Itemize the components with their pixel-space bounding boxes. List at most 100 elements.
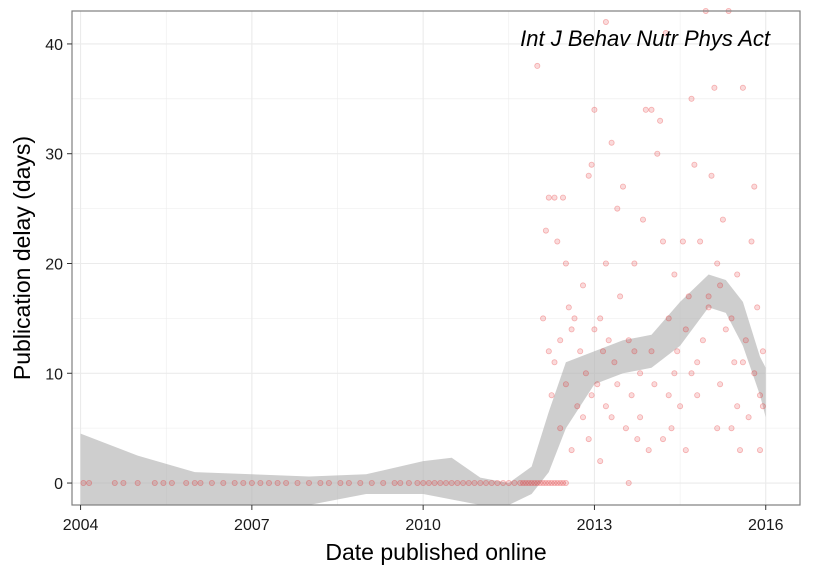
data-point xyxy=(640,216,647,223)
data-point xyxy=(120,479,127,486)
data-point xyxy=(602,18,609,25)
data-point xyxy=(657,117,664,124)
data-point xyxy=(631,260,638,267)
data-point xyxy=(671,271,678,278)
data-point xyxy=(528,479,535,486)
data-point xyxy=(688,370,695,377)
data-point xyxy=(545,479,552,486)
data-point xyxy=(660,238,667,245)
data-point xyxy=(694,392,701,399)
data-point xyxy=(694,359,701,366)
data-point xyxy=(545,348,552,355)
data-point xyxy=(734,403,741,410)
data-point xyxy=(220,479,227,486)
data-point xyxy=(662,29,669,36)
x-axis-ticks: 2004 2007 2010 2013 2016 xyxy=(63,505,784,534)
data-point xyxy=(719,216,726,223)
data-point xyxy=(614,381,621,388)
data-point xyxy=(557,425,564,432)
data-point xyxy=(757,392,764,399)
data-point xyxy=(283,479,290,486)
data-point xyxy=(534,62,541,69)
data-point xyxy=(551,194,558,201)
data-point xyxy=(602,260,609,267)
data-point xyxy=(608,139,615,146)
data-point xyxy=(420,479,427,486)
data-point xyxy=(183,479,190,486)
data-point xyxy=(759,403,766,410)
data-point xyxy=(585,436,592,443)
data-point xyxy=(731,359,738,366)
data-point xyxy=(642,106,649,113)
data-point xyxy=(705,293,712,300)
data-point xyxy=(477,479,484,486)
data-point xyxy=(679,238,686,245)
journal-annotation: Int J Behav Nutr Phys Act xyxy=(520,26,771,51)
data-point xyxy=(742,337,749,344)
data-point xyxy=(511,479,518,486)
data-points xyxy=(80,7,766,486)
data-point xyxy=(522,479,529,486)
data-point xyxy=(620,183,627,190)
data-point xyxy=(565,304,572,311)
data-point xyxy=(86,479,93,486)
data-point xyxy=(557,337,564,344)
data-point xyxy=(588,161,595,168)
data-point xyxy=(717,381,724,388)
data-point xyxy=(488,479,495,486)
smooth-confidence-band xyxy=(80,274,766,505)
data-point xyxy=(548,479,555,486)
data-point xyxy=(345,479,352,486)
data-point xyxy=(717,282,724,289)
data-point xyxy=(597,458,604,465)
data-point xyxy=(554,238,561,245)
data-point xyxy=(562,260,569,267)
data-point xyxy=(665,392,672,399)
data-point xyxy=(111,479,118,486)
data-point xyxy=(637,414,644,421)
plot-border xyxy=(71,10,801,506)
y-tick-label: 40 xyxy=(45,37,63,54)
data-point xyxy=(442,479,449,486)
data-point xyxy=(197,479,204,486)
y-tick-label: 20 xyxy=(45,256,63,273)
data-point xyxy=(562,381,569,388)
data-point xyxy=(688,95,695,102)
data-point xyxy=(560,194,567,201)
data-point xyxy=(505,479,512,486)
data-point xyxy=(617,293,624,300)
data-point xyxy=(325,479,332,486)
data-point xyxy=(437,479,444,486)
data-point xyxy=(739,84,746,91)
data-point xyxy=(645,447,652,454)
data-point xyxy=(337,479,344,486)
data-point xyxy=(551,479,558,486)
data-point xyxy=(471,479,478,486)
data-point xyxy=(722,326,729,333)
data-point xyxy=(305,479,312,486)
data-point xyxy=(705,304,712,311)
x-tick-label: 2013 xyxy=(577,517,613,534)
data-point xyxy=(631,348,638,355)
data-point xyxy=(460,479,467,486)
data-point xyxy=(525,479,532,486)
data-point xyxy=(674,348,681,355)
data-point xyxy=(634,436,641,443)
data-point xyxy=(257,479,264,486)
data-point xyxy=(622,425,629,432)
data-point xyxy=(605,337,612,344)
data-point xyxy=(368,479,375,486)
data-point xyxy=(545,194,552,201)
data-point xyxy=(482,479,489,486)
data-point xyxy=(208,479,215,486)
data-point xyxy=(739,359,746,366)
y-axis-ticks: 0 10 20 30 40 xyxy=(45,37,72,493)
data-point xyxy=(602,403,609,410)
data-point xyxy=(685,293,692,300)
data-point xyxy=(668,425,675,432)
data-point xyxy=(134,479,141,486)
x-tick-label: 2007 xyxy=(234,517,270,534)
y-axis-title: Publication delay (days) xyxy=(9,136,35,380)
data-point xyxy=(665,315,672,322)
data-point xyxy=(554,479,561,486)
